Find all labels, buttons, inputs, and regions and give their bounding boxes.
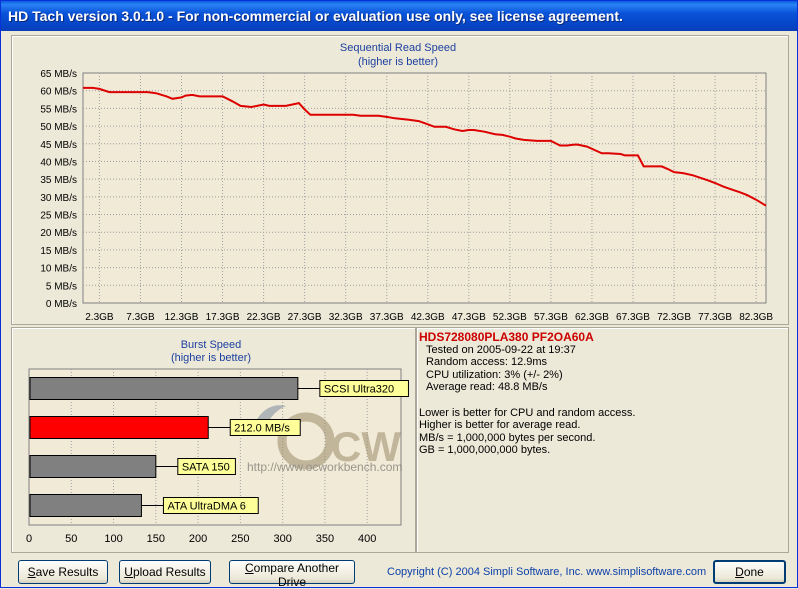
random-access-value: Random access: 12.9ms <box>426 356 548 368</box>
average-read-value: Average read: 48.8 MB/s <box>426 381 548 393</box>
note-gb-definition: GB = 1,000,000,000 bytes. <box>419 444 551 456</box>
tested-date: Tested on 2005-09-22 at 19:37 <box>426 343 576 356</box>
sequential-chart-panel <box>11 35 789 325</box>
upload-results-label: pload Results <box>132 565 206 579</box>
compare-mnemonic: C <box>244 561 254 575</box>
done-button[interactable]: Done <box>713 560 786 584</box>
note-lower-better: Lower is better for CPU and random acces… <box>419 406 636 419</box>
cpu-utilization-value: CPU utilization: 3% (+/- 2%) <box>426 368 563 381</box>
drive-info: HDS728080PLA380 PF2OA60A Tested on 2005-… <box>419 331 635 457</box>
save-results-button[interactable]: Save Results <box>18 560 108 584</box>
done-label: one <box>743 565 764 579</box>
info-panel <box>416 327 789 553</box>
note-mb-definition: MB/s = 1,000,000 bytes per second. <box>419 431 596 444</box>
save-results-label: ave Results <box>35 565 99 579</box>
burst-chart-panel <box>11 327 416 553</box>
drive-model: HDS728080PLA380 PF2OA60A <box>419 330 594 344</box>
note-higher-better: Higher is better for average read. <box>419 419 581 431</box>
compare-another-drive-button[interactable]: Compare Another Drive <box>229 560 355 589</box>
save-mnemonic: S <box>27 565 36 579</box>
upload-mnemonic: U <box>124 565 133 579</box>
compare-another-drive-label: ompare Another Drive <box>253 561 340 589</box>
upload-results-button[interactable]: Upload Results <box>119 560 211 584</box>
title-bar: HD Tach version 3.0.1.0 - For non-commer… <box>1 1 797 31</box>
copyright-text: Copyright (C) 2004 Simpli Software, Inc.… <box>387 566 707 578</box>
done-mnemonic: D <box>735 565 744 579</box>
